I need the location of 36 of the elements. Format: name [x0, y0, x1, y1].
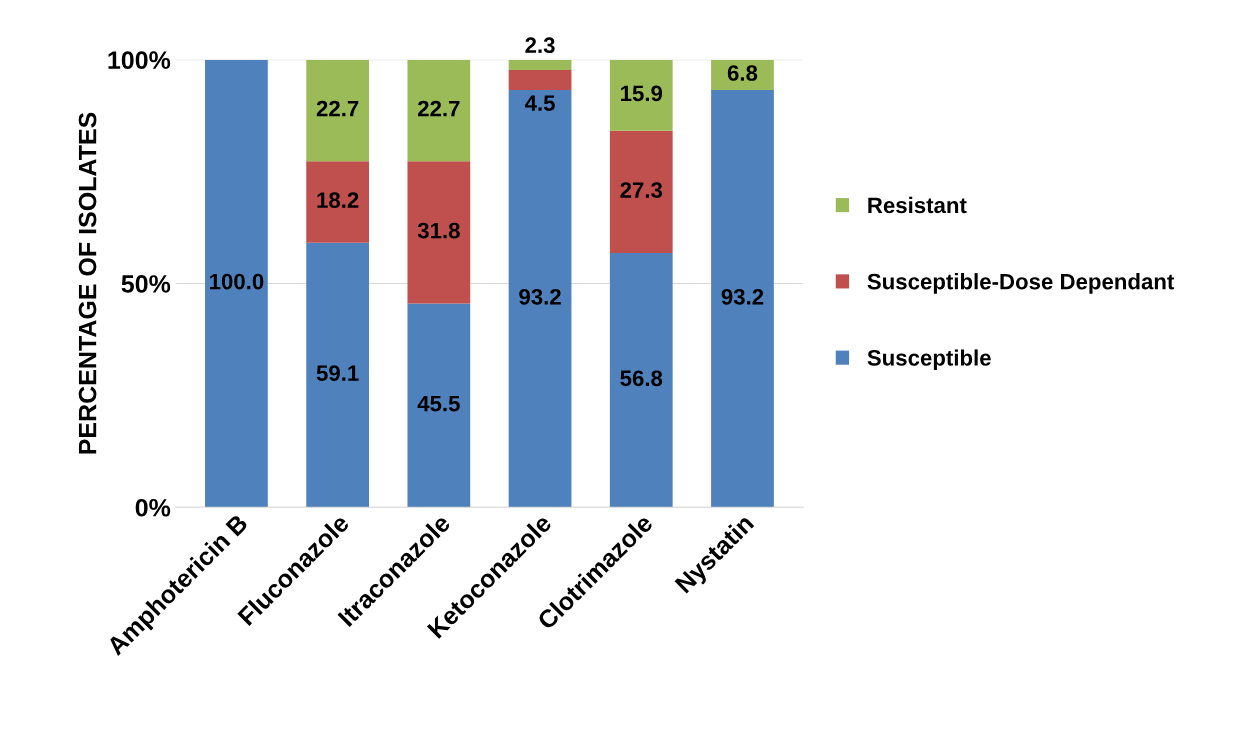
bar [609, 253, 673, 508]
data-label: 93.2 [519, 288, 561, 305]
bar [407, 59, 471, 162]
bar [508, 90, 572, 508]
data-label: 100.0 [210, 273, 264, 290]
y-tick-label: 0% [135, 498, 171, 517]
data-label: 4.5 [524, 95, 555, 111]
data-label: 18.2 [317, 192, 359, 208]
bar [508, 59, 572, 70]
data-label: 6.8 [727, 65, 758, 81]
data-label: 15.9 [621, 85, 663, 102]
bar [711, 90, 774, 508]
data-label: 45.5 [417, 395, 460, 412]
y-tick-label: 100% [108, 51, 171, 69]
bar [306, 59, 370, 162]
bar [609, 59, 673, 131]
legend-label: Resistant [868, 196, 967, 214]
bar [306, 161, 370, 243]
bar [407, 303, 471, 508]
y-tick-label: 50% [121, 275, 171, 293]
bar [205, 59, 268, 508]
bar [508, 69, 572, 91]
legend-label: Susceptible [867, 349, 991, 371]
bar [306, 242, 370, 508]
bar [407, 161, 471, 304]
data-label: 2.3 [525, 37, 555, 54]
data-label: 56.8 [620, 370, 663, 387]
data-label: 22.7 [417, 100, 460, 117]
bar [609, 130, 673, 254]
data-label: 22.7 [316, 100, 359, 117]
legend-label: Susceptible-Dose Dependant [867, 273, 1175, 294]
data-label: 27.3 [620, 182, 663, 198]
data-label: 59.1 [316, 365, 359, 381]
y-axis-title: PERCENTAGE OF ISOLATES [78, 112, 97, 454]
data-label: 93.2 [721, 288, 764, 305]
data-label: 31.8 [417, 222, 460, 239]
